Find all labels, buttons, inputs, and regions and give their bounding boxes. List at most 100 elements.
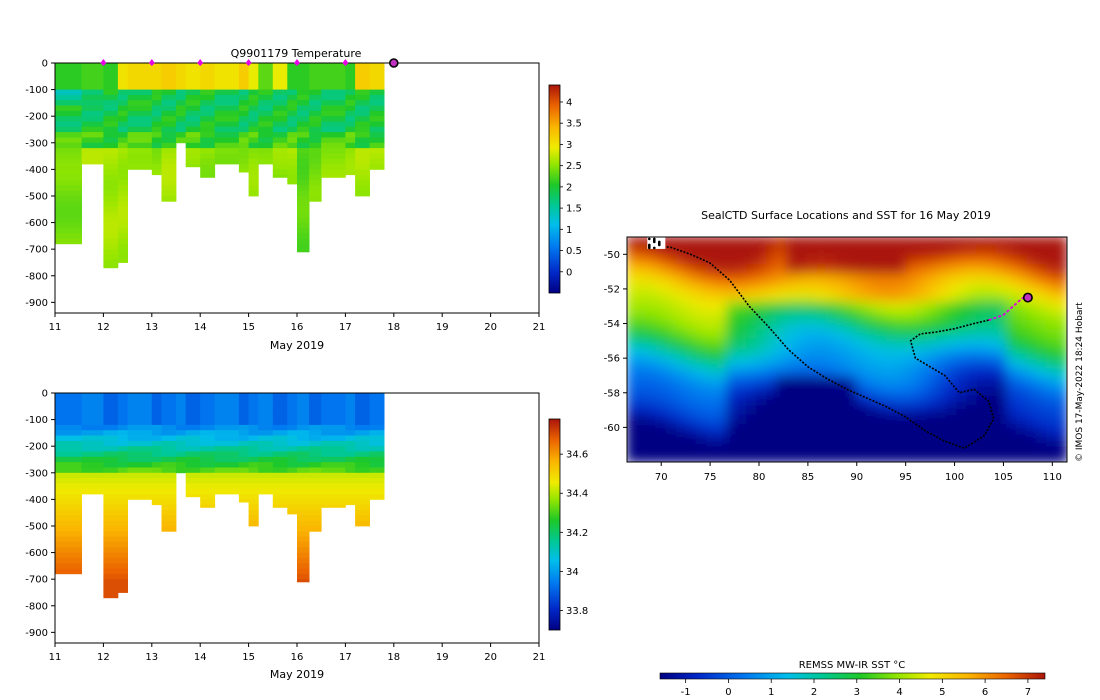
sst-cell — [636, 301, 648, 313]
sal-cell — [161, 526, 177, 532]
sal-cell — [248, 409, 259, 415]
sst-cell — [676, 404, 688, 417]
sst-cell — [836, 442, 848, 454]
temp-cell — [272, 164, 288, 170]
sal-cell — [161, 483, 177, 490]
temp-cell — [185, 153, 201, 160]
sal-cell — [287, 483, 298, 490]
y-tick-label: -400 — [25, 165, 48, 176]
sst-cell — [636, 282, 648, 295]
sal-cell — [151, 488, 162, 495]
sst-cell — [816, 339, 828, 351]
sst-cell — [986, 451, 998, 462]
sal-cell — [117, 398, 128, 404]
sal-cell — [297, 579, 310, 583]
sst-cell — [806, 404, 818, 417]
sal-cell — [103, 419, 119, 426]
temp-cell — [176, 73, 187, 80]
sst-cell — [1036, 395, 1048, 407]
temp-cell — [248, 84, 259, 90]
temp-cell — [297, 217, 310, 223]
temp-cell — [287, 105, 298, 112]
sst-cell — [666, 442, 678, 454]
sal-cell — [103, 515, 119, 521]
temp-cell — [214, 121, 240, 128]
temp-cell — [248, 94, 259, 101]
sal-cell — [185, 446, 201, 452]
sst-cell — [806, 282, 818, 295]
sal-cell — [117, 510, 128, 516]
temp-cell — [185, 132, 201, 138]
sal-cell — [55, 409, 82, 415]
sst-cell — [836, 432, 848, 445]
sal-cell — [258, 467, 274, 474]
sst-cell — [986, 386, 998, 398]
sst-cell — [916, 301, 928, 313]
sst-cell — [686, 414, 698, 426]
sal-cell — [287, 478, 298, 484]
sst-cell — [676, 442, 688, 454]
sst-cell — [627, 301, 638, 313]
temp-cell — [214, 126, 240, 133]
sal-cell — [117, 403, 128, 410]
sal-cell — [297, 403, 310, 410]
sst-cell — [826, 245, 838, 257]
temp-cell — [297, 174, 310, 181]
sal-cell — [345, 499, 356, 506]
sst-cell — [1016, 386, 1028, 398]
temp-cell — [103, 190, 119, 197]
sst-colorbar-tick-label: 0 — [725, 687, 731, 698]
sst-cell — [646, 395, 658, 407]
sst-cell — [1026, 320, 1038, 332]
sst-cell — [966, 376, 978, 388]
sst-cell — [886, 451, 898, 462]
sst-cell — [906, 395, 918, 407]
sst-cell — [686, 451, 698, 462]
sst-cell — [936, 348, 948, 360]
colorbar-tick-label: 1.5 — [566, 204, 582, 215]
temp-cell — [355, 180, 370, 186]
sal-cell — [321, 467, 346, 474]
temp-cell — [103, 254, 119, 261]
temp-cell — [103, 153, 119, 160]
sst-cell — [746, 339, 758, 351]
sst-cell — [986, 264, 998, 276]
sst-cell — [896, 357, 908, 370]
sst-cell — [726, 301, 738, 313]
sst-cell — [1056, 254, 1067, 267]
temp-cell — [214, 73, 240, 80]
temp-cell — [369, 137, 385, 144]
temp-cell — [238, 105, 249, 112]
temp-cell — [55, 121, 82, 128]
temp-cell — [55, 79, 82, 85]
sst-cell — [946, 414, 958, 426]
sst-cell — [796, 301, 808, 313]
sst-cell — [866, 376, 878, 388]
temp-cell — [287, 63, 298, 69]
sal-cell — [103, 499, 119, 506]
temp-cell — [309, 180, 322, 186]
sal-cell — [258, 393, 274, 399]
temp-cell — [151, 73, 162, 80]
temp-cell — [200, 153, 216, 160]
salinity-colorbar — [548, 418, 561, 631]
profile-marker — [342, 59, 349, 66]
temp-cell — [117, 206, 128, 213]
sst-cell — [786, 273, 798, 285]
sst-cell — [1056, 282, 1067, 295]
lat-tick-label: -60 — [604, 423, 620, 434]
sal-cell — [103, 520, 119, 527]
temp-cell — [127, 142, 153, 149]
sst-cell — [1006, 376, 1018, 388]
temp-cell — [185, 79, 201, 85]
temp-cell — [117, 169, 128, 176]
sal-cell — [297, 510, 310, 516]
sst-cell — [846, 386, 858, 398]
sst-cell — [1006, 311, 1018, 323]
temp-cell — [117, 190, 128, 197]
temp-cell — [200, 110, 216, 117]
temp-cell — [200, 142, 216, 149]
temp-cell — [297, 126, 310, 133]
sst-cell — [706, 273, 718, 285]
sal-cell — [103, 547, 119, 553]
